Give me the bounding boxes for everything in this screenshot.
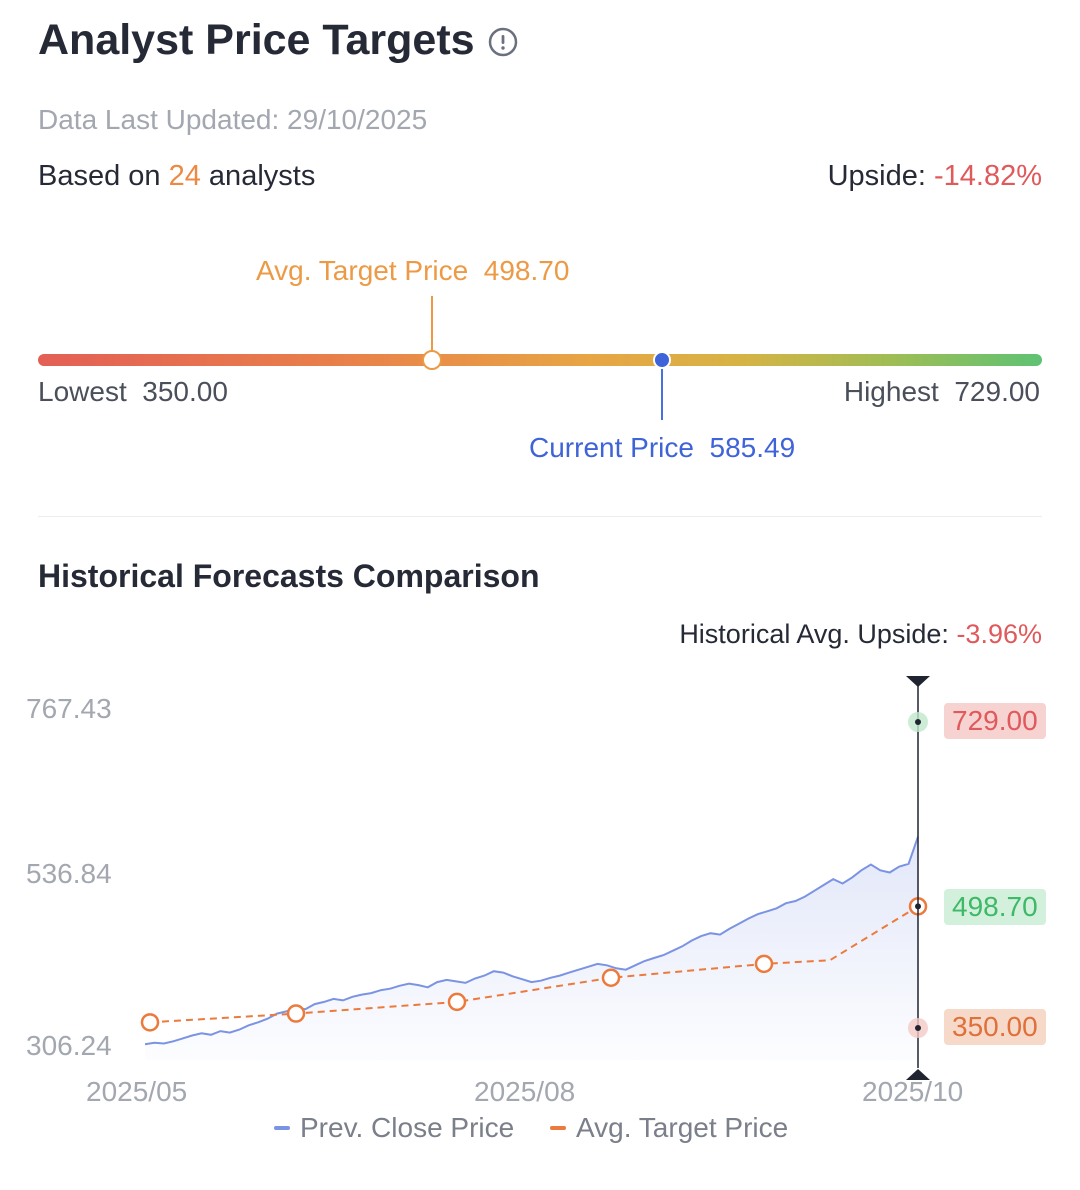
upside-label: Upside:: [827, 160, 934, 192]
data-updated-text: Data Last Updated: 29/10/2025: [38, 104, 428, 135]
page-title: Analyst Price Targets: [38, 16, 475, 64]
highest-target-pill: 729.00: [944, 703, 1046, 739]
based-on-suffix: analysts: [200, 160, 316, 192]
current-price-label-text: Current Price: [529, 432, 694, 463]
upside-value: -14.82%: [933, 160, 1042, 192]
avg-target-value: 498.70: [483, 255, 570, 286]
crosshair-bottom-arrow: [906, 1069, 930, 1080]
y-tick-label: 306.24: [26, 1030, 112, 1061]
historical-upside-label: Historical Avg. Upside:: [679, 619, 957, 649]
avg-target-label: Avg. Target Price 498.70: [256, 255, 569, 287]
highest-price: Highest 729.00: [844, 376, 1040, 408]
lowest-target-pill: 350.00: [944, 1009, 1046, 1045]
high-marker: [915, 719, 921, 725]
analyst-count-text: Based on 24 analysts: [38, 160, 315, 193]
x-tick-label: 2025/05: [86, 1076, 188, 1107]
current-price-marker: [652, 351, 671, 369]
y-tick-label: 536.84: [26, 858, 112, 889]
avg-target-marker: [421, 350, 442, 370]
target-point: [447, 992, 467, 1012]
target-point: [754, 954, 774, 974]
y-tick-label: 767.43: [26, 693, 112, 724]
target-point: [140, 1013, 160, 1032]
lowest-label: Lowest: [38, 376, 127, 407]
highest-label: Highest: [843, 376, 939, 407]
legend-close-swatch: [274, 1126, 290, 1130]
current-price-value: 585.49: [709, 432, 796, 463]
avg-target-stem: [430, 296, 433, 358]
lowest-price: Lowest 350.00: [38, 376, 228, 408]
legend-target-swatch: [550, 1126, 566, 1130]
highest-value: 729.00: [954, 376, 1040, 407]
x-tick-label: 2025/10: [862, 1076, 964, 1107]
historical-upside-text: Historical Avg. Upside: -3.96%: [679, 619, 1042, 650]
x-tick-label: 2025/08: [474, 1076, 576, 1107]
current-price-label: Current Price 585.49: [529, 432, 795, 464]
history-title: Historical Forecasts Comparison: [38, 558, 540, 594]
history-chart[interactable]: [0, 660, 1080, 1080]
upside-text: Upside: -14.82%: [828, 160, 1042, 193]
based-on-prefix: Based on: [38, 160, 169, 192]
lowest-value: 350.00: [142, 376, 228, 407]
legend-close-label[interactable]: Prev. Close Price: [300, 1112, 515, 1143]
info-icon[interactable]: [488, 27, 518, 57]
analyst-count: 24: [168, 160, 201, 192]
crosshair-top-arrow: [906, 676, 930, 687]
price-range-bar: [38, 354, 1042, 366]
legend-target-label[interactable]: Avg. Target Price: [576, 1112, 789, 1143]
avg-target-pill: 498.70: [944, 889, 1046, 925]
close-price-area: [145, 836, 918, 1060]
target-point: [601, 968, 621, 988]
current-price-stem: [660, 364, 663, 420]
section-divider: [38, 516, 1042, 517]
target-point: [286, 1004, 306, 1023]
historical-upside-value: -3.96%: [956, 619, 1042, 649]
low-marker: [915, 1025, 921, 1031]
avg-target-label-text: Avg. Target Price: [256, 255, 469, 286]
